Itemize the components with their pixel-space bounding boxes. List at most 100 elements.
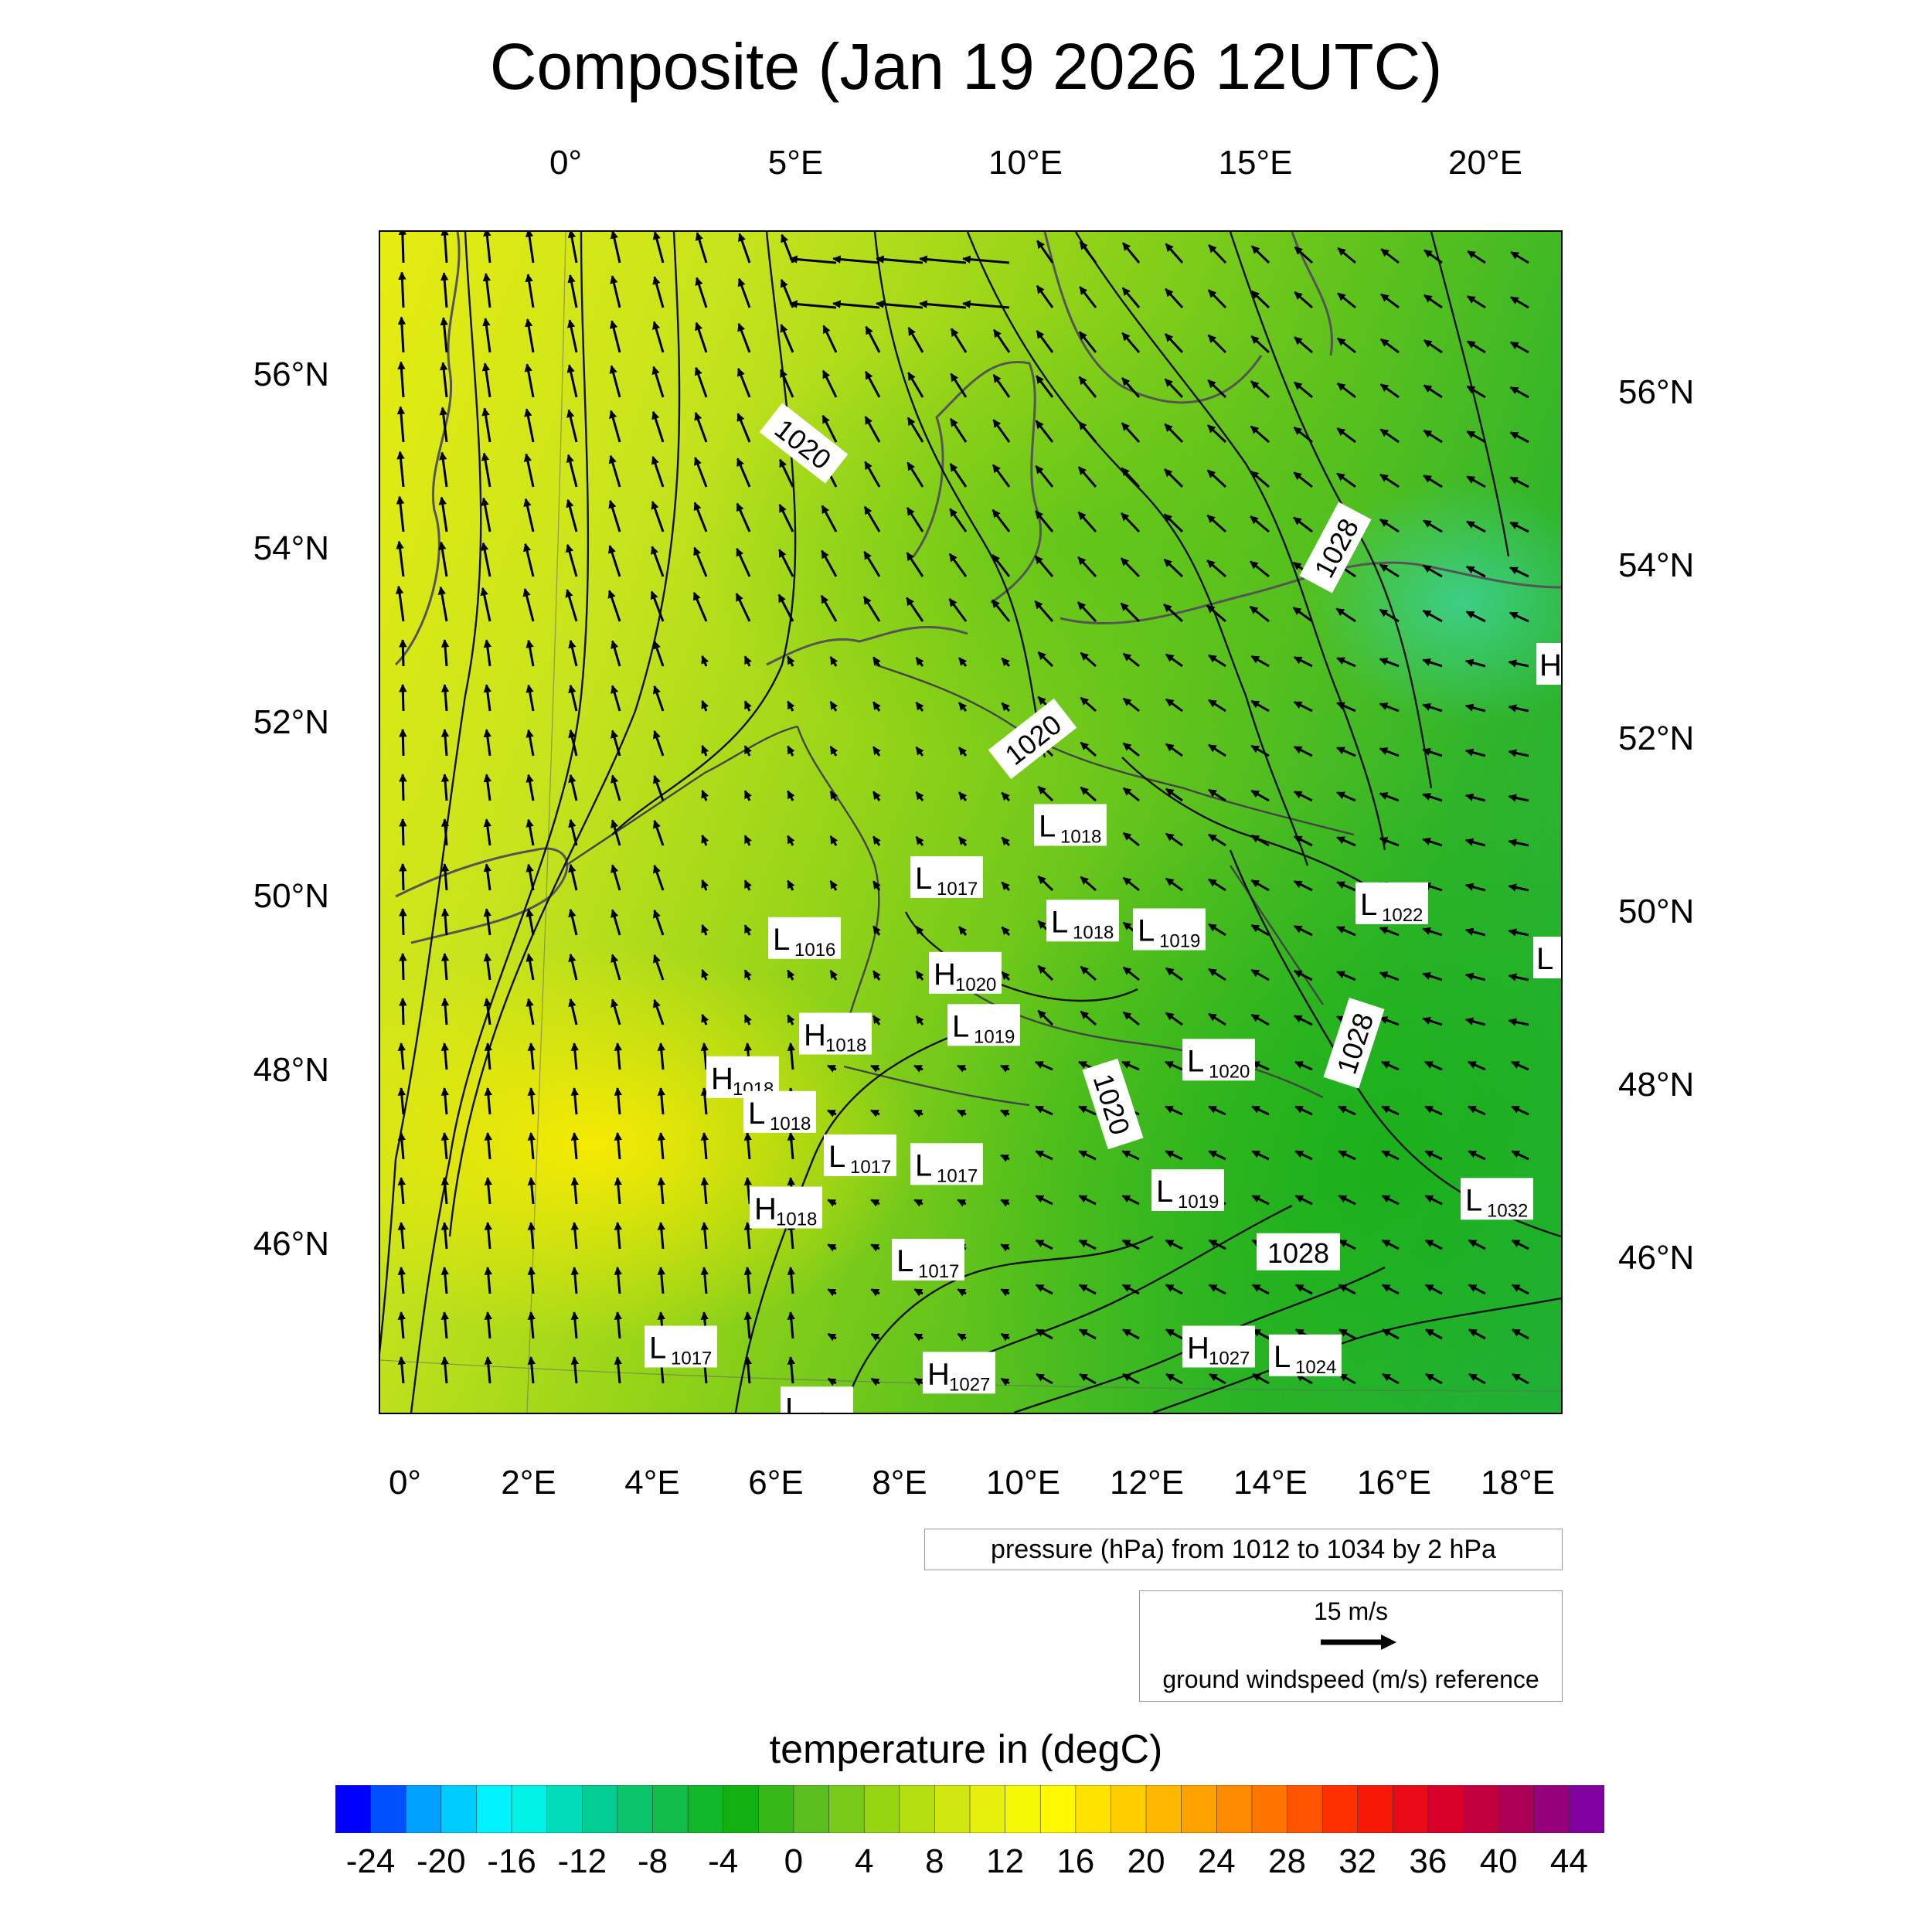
wind-arrow	[787, 1267, 796, 1294]
wind-arrow	[1293, 879, 1313, 892]
pressure-system-high: H 1027	[923, 1352, 995, 1395]
wind-arrow	[1163, 513, 1184, 533]
wind-arrow	[439, 406, 448, 443]
wind-arrow	[1508, 883, 1529, 892]
system-pressure: 1020	[955, 975, 996, 995]
wind-arrow	[1252, 1372, 1270, 1385]
wind-arrow	[522, 587, 535, 622]
wind-arrow	[787, 790, 795, 801]
wind-arrow	[397, 1356, 406, 1384]
svg-text:H: H	[1539, 648, 1561, 682]
wind-arrow	[1037, 785, 1054, 802]
wind-arrow	[1468, 1150, 1486, 1161]
wind-arrow	[695, 321, 708, 353]
isobar	[966, 232, 1309, 866]
wind-arrow	[1509, 476, 1529, 488]
wind-arrow	[949, 463, 968, 488]
wind-arrow	[439, 451, 448, 488]
wind-arrow	[915, 656, 924, 667]
wind-arrow	[915, 970, 924, 981]
wind-arrow	[526, 863, 535, 891]
wind-arrow	[439, 362, 448, 398]
colorbar-tick-label: 16	[1056, 1842, 1095, 1880]
system-pressure: 1020	[1209, 1061, 1250, 1082]
wind-arrow	[992, 554, 1011, 577]
wind-arrow	[483, 953, 492, 981]
system-pressure: 1018	[825, 1036, 866, 1056]
wind-arrow	[1165, 1060, 1183, 1071]
wind-arrow	[651, 366, 665, 398]
wind-arrow	[652, 321, 665, 353]
wind-arrow	[652, 276, 665, 308]
wind-arrow	[652, 685, 665, 712]
pressure-system-low: L 1018	[1046, 900, 1119, 943]
wind-arrow	[396, 540, 405, 577]
pressure-system-low: L 1019	[1151, 1169, 1224, 1213]
system-type: H	[754, 1192, 777, 1226]
wind-arrow	[1294, 336, 1313, 354]
wind-arrow	[1467, 295, 1486, 309]
wind-arrow	[527, 1222, 536, 1250]
wind-arrow	[1122, 1328, 1140, 1340]
colorbar-bin	[1111, 1785, 1147, 1833]
wind-arrow	[906, 461, 924, 488]
wind-arrow	[483, 998, 492, 1026]
wind-arrow	[1078, 331, 1097, 353]
wind-arrow	[1293, 969, 1313, 981]
wind-arrow	[483, 774, 492, 801]
wind-arrow	[565, 589, 578, 622]
wind-arrow	[1423, 339, 1443, 354]
wind-arrow	[483, 639, 492, 667]
wind-arrow	[1208, 743, 1226, 757]
isobar	[410, 232, 590, 1413]
wind-arrow	[1423, 384, 1443, 399]
wind-arrow	[1036, 1328, 1053, 1340]
wind-arrow	[652, 998, 665, 1026]
wind-arrow	[1336, 791, 1356, 802]
wind-arrow	[440, 1087, 450, 1115]
colorbar-bin	[1569, 1785, 1604, 1833]
wind-arrow	[1121, 512, 1141, 533]
colorbar-bin	[793, 1785, 830, 1833]
wind-arrow	[1250, 923, 1270, 937]
wind-arrow	[1000, 1332, 1010, 1342]
wind-arrow	[829, 835, 838, 846]
isobar	[611, 232, 797, 835]
wind-arrow	[1208, 833, 1226, 847]
wind-arrow	[527, 1132, 536, 1160]
colorbar-title: temperature in (degC)	[769, 1727, 1163, 1772]
left-lat-label: 48°N	[253, 1051, 329, 1089]
wind-arrow	[906, 417, 924, 443]
svg-text:1028: 1028	[1267, 1237, 1329, 1269]
wind-arrow	[1250, 560, 1270, 578]
isobar	[448, 232, 681, 1237]
wind-arrow	[481, 452, 492, 488]
wind-arrow	[1464, 703, 1486, 713]
wind-arrow	[484, 1222, 493, 1250]
wind-arrow	[700, 1087, 709, 1115]
wind-arrow	[527, 1177, 536, 1205]
wind-arrow	[1120, 557, 1141, 578]
wind-arrow	[1508, 794, 1529, 802]
wind-arrow	[1121, 1194, 1140, 1206]
wind-arrow	[483, 863, 492, 891]
wind-arrow	[1121, 467, 1141, 488]
wind-arrow	[1035, 1284, 1053, 1295]
wind-arrow	[1250, 1013, 1270, 1026]
wind-arrow	[1207, 289, 1227, 309]
wind-arrow	[1336, 747, 1356, 757]
wind-arrow	[440, 1311, 450, 1339]
wind-arrow	[743, 1177, 753, 1205]
isobar	[904, 911, 1138, 1002]
wind-arrow	[1121, 422, 1141, 444]
wind-arrow	[1293, 1014, 1313, 1026]
wind-arrow	[694, 457, 708, 488]
wind-arrow	[397, 1087, 406, 1115]
wind-arrow	[1165, 243, 1184, 264]
wind-arrow	[693, 502, 708, 532]
wind-arrow	[440, 684, 450, 712]
wind-arrow	[1077, 466, 1097, 488]
wind-arrow	[1380, 293, 1400, 309]
wind-arrow	[737, 322, 751, 353]
